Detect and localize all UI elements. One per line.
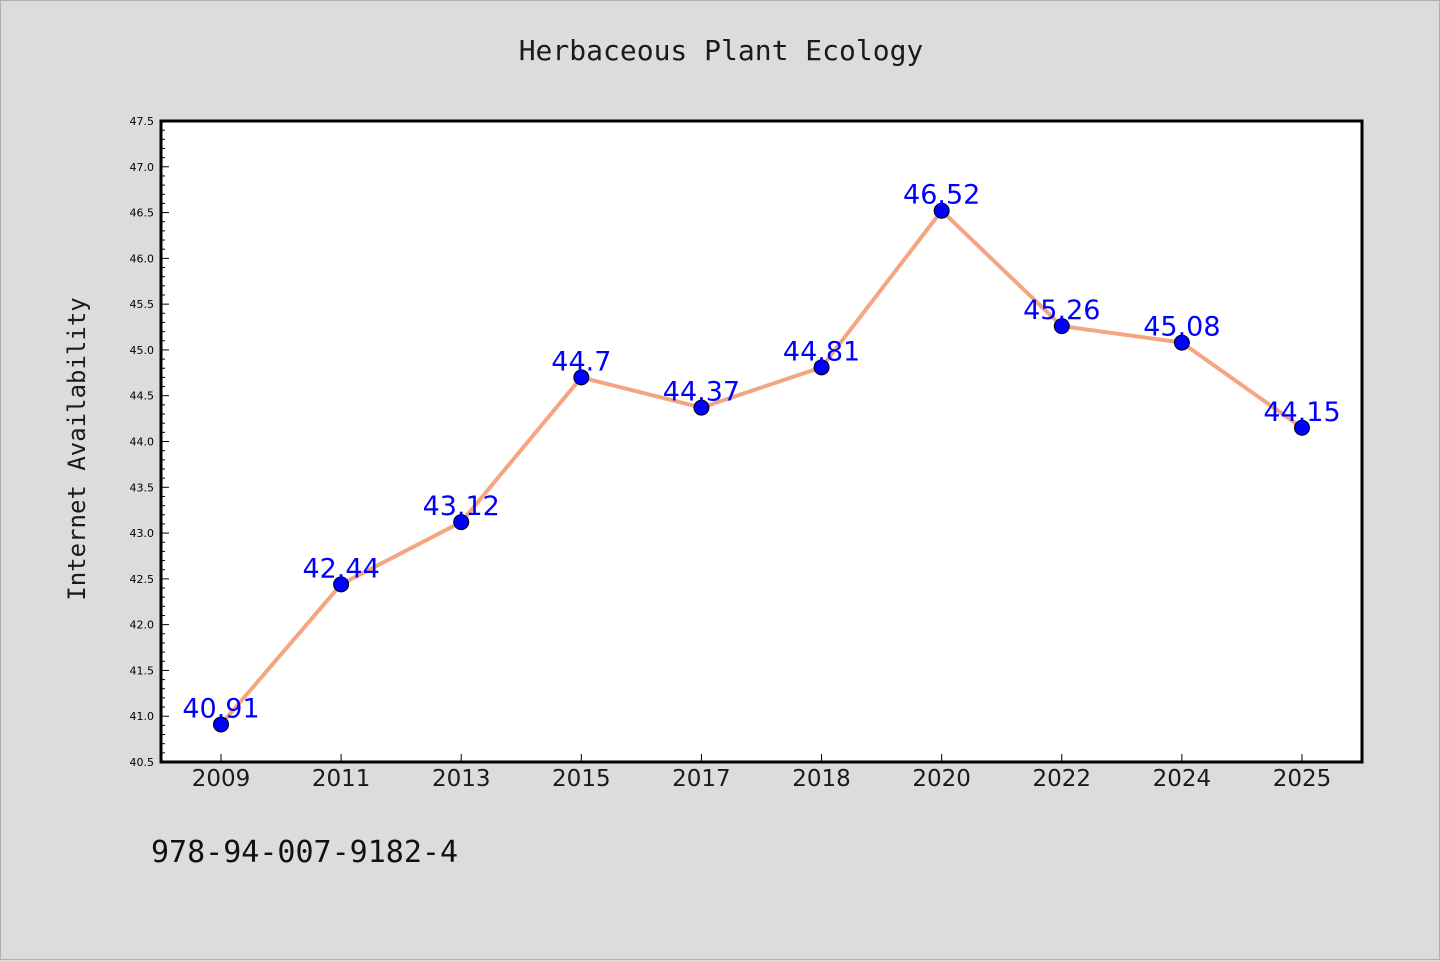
data-label: 45.26 <box>1023 295 1100 326</box>
data-point <box>333 576 350 593</box>
y-tick-label: 45.0 <box>130 344 155 357</box>
y-tick-label: 47.5 <box>130 115 155 128</box>
series-line <box>219 208 1304 726</box>
x-tick-label: 2013 <box>432 766 491 792</box>
y-tick-label: 45.5 <box>130 298 155 311</box>
y-axis-ticks: 40.5 41.0 41.5 42.0 42.5 43.0 43.5 44.0 44.5 45.0… <box>130 115 169 769</box>
y-tick-label: 42.0 <box>130 619 155 632</box>
y-tick-label: 40.5 <box>130 756 155 769</box>
y-tick-label: 47.0 <box>130 161 155 174</box>
x-tick-label: 2025 <box>1273 766 1332 792</box>
y-tick-label: 46.5 <box>130 207 155 220</box>
data-point <box>1173 334 1190 351</box>
x-tick-label: 2018 <box>792 766 851 792</box>
data-label: 43.12 <box>423 491 500 522</box>
data-labels: 40.91 42.44 43.12 44.7 44.37 44.81 46.52 45.26 4… <box>182 180 1340 725</box>
data-point <box>573 369 590 386</box>
x-tick-label: 2024 <box>1153 766 1212 792</box>
series-markers <box>213 202 1310 733</box>
data-point <box>813 359 830 376</box>
data-label: 42.44 <box>302 553 379 584</box>
y-tick-label: 41.0 <box>130 710 155 723</box>
x-tick-label: 2022 <box>1033 766 1092 792</box>
data-label: 45.08 <box>1143 312 1220 343</box>
y-tick-label: 44.0 <box>130 436 155 449</box>
data-point <box>213 716 229 733</box>
y-tick-label: 43.0 <box>130 527 155 540</box>
x-tick-label: 2011 <box>312 766 371 792</box>
data-label: 44.15 <box>1263 397 1340 428</box>
x-tick-label: 2009 <box>192 766 251 792</box>
y-tick-label: 43.5 <box>130 481 155 494</box>
x-axis-ticks: 2009 2011 2013 2015 2017 2018 2020 2022 2024 2025 <box>192 754 1332 792</box>
x-tick-label: 2020 <box>912 766 971 792</box>
x-tick-label: 2017 <box>672 766 731 792</box>
series-line-layer <box>219 208 1304 726</box>
plot-frame <box>159 119 1364 764</box>
y-tick-label: 44.5 <box>130 390 155 403</box>
data-point <box>693 399 710 416</box>
data-point <box>933 202 950 219</box>
data-point <box>1053 318 1070 335</box>
data-label: 44.7 <box>551 346 611 377</box>
data-label: 44.37 <box>663 377 740 408</box>
chart-title: Herbaceous Plant Ecology <box>518 34 924 67</box>
y-tick-label: 41.5 <box>130 664 155 677</box>
y-tick-label: 46.0 <box>130 252 155 265</box>
data-point <box>453 514 470 531</box>
data-label: 40.91 <box>182 693 259 724</box>
data-point <box>1294 419 1310 436</box>
data-label: 46.52 <box>903 180 980 211</box>
x-tick-label: 2015 <box>552 766 611 792</box>
data-label: 44.81 <box>783 336 860 367</box>
y-tick-label: 42.5 <box>130 573 155 586</box>
footer-code: 978-94-007-9182-4 <box>151 835 459 870</box>
